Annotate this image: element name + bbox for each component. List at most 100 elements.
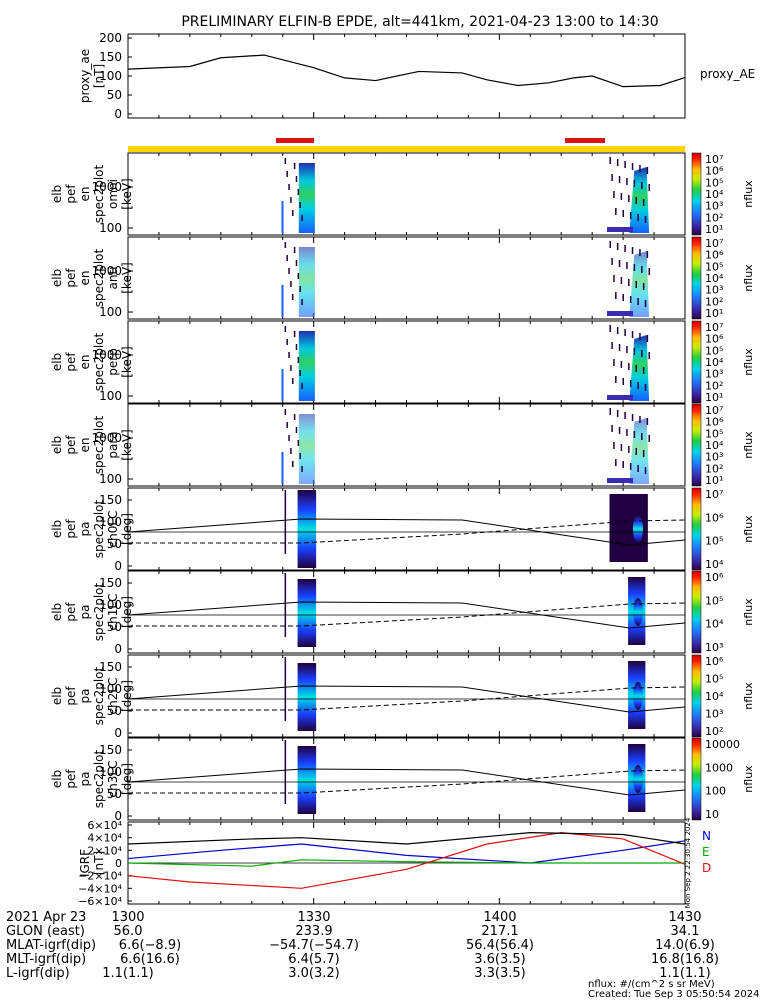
en_anti-cbar-tick: 10¹ (705, 307, 723, 320)
en_omni-zone2-noise (631, 163, 634, 170)
en_perp-cbar-tick: 10⁷ (705, 321, 723, 334)
en_perp-zone2-spectrum (629, 335, 650, 401)
pa_ch0-frame (127, 487, 686, 571)
en_omni-zone2-spectrum (629, 167, 650, 233)
en_anti-zone2-noise (631, 247, 634, 254)
pa_ch1-ytick-label: 100 (99, 598, 122, 612)
en_perp-cbar-tick: 10⁵ (705, 344, 723, 357)
en_para-zone2-spectrum (629, 418, 650, 484)
panel-en_para: elb pef en spec2plot para [keV]100010010⁷10⁶1… (50, 403, 755, 487)
en_omni-zone2-noise (633, 180, 636, 187)
en_para-zone2-noise (611, 425, 613, 432)
pa_ch3-ylabel-line: elb (50, 770, 64, 788)
pa_ch0-cbar-tick: 10⁶ (705, 511, 724, 524)
proxy-ae-ytick-label: 0 (114, 107, 122, 121)
pa_ch3-zone1-pad (297, 746, 317, 814)
pa_ch0-zone1-edge (284, 490, 287, 554)
xaxis-row-2-val-4: 14.0(6.9) (655, 938, 715, 953)
pa_ch3-loss-cone-line (127, 768, 686, 796)
en_omni-zone1-noise (288, 184, 290, 190)
igrf-series-total (127, 831, 686, 845)
pa_ch2-cbar-tick: 10⁵ (705, 673, 723, 686)
pa_ch0-ylabel-line: pa (78, 522, 92, 537)
proxy-ae-legend: proxy_AE (700, 67, 755, 81)
pa_ch2-ytick-label: 100 (99, 682, 122, 696)
en_anti-zone2-noise (637, 298, 639, 305)
en_omni-zone2-noise (635, 197, 637, 204)
en_omni-zone2-noise (646, 167, 649, 174)
pa_ch1-anti-loss-cone-line (128, 602, 686, 627)
pa_ch1-zone1-edge (284, 573, 287, 637)
panel-en_perp: elb pef en spec2plot perp [keV]100010010⁷10⁶1… (50, 320, 755, 404)
en_perp-zone1-noise (295, 344, 298, 350)
en_anti-zone1-noise (299, 286, 301, 292)
pa_ch1-ytick-label: 150 (99, 576, 122, 590)
pa_ch1-ylabel-line: elb (50, 603, 64, 621)
pa_ch1-loss-cone-line (127, 601, 686, 629)
pa_ch3-ylabel-line: pa (78, 772, 92, 787)
pa_ch2-ylabel-line: elb (50, 687, 64, 705)
pa_ch1-ylabel-line: ch1LC (106, 594, 120, 631)
en_perp-ytick-label: 1000 (91, 348, 122, 362)
en_para-zone2-noise (646, 418, 649, 425)
en_anti-zone1-noise (286, 255, 288, 261)
en_perp-zone2-noise (629, 380, 632, 387)
en_para-zone2-noise (624, 412, 626, 419)
en_anti-zone2-noise (618, 260, 621, 267)
en_perp-zone2-noise (646, 335, 649, 342)
igrf-side-note: Mon Sep 2 22:30:54 2024 (684, 817, 692, 908)
en_perp-zone1-noise (301, 383, 303, 389)
proxy_ae-ylabel-line: proxy_ae (78, 49, 92, 103)
igrf-ytick-label: −4×10⁴ (78, 882, 122, 895)
en_anti-zone2-noise (648, 268, 650, 275)
en_perp-zone2-noise (616, 327, 619, 334)
pa_ch0-cbar-tick: 10⁵ (705, 535, 723, 548)
orbit-bar (128, 138, 685, 152)
en_para-zone1-noise (290, 448, 292, 454)
en_anti-zone2-noise (629, 296, 632, 303)
xaxis-row-3-label: MLT-igrf(dip) (6, 952, 86, 967)
en_omni-zone2-noise (615, 208, 617, 215)
flux-units-note: nflux: #/(cm^2 s sr MeV) (588, 979, 715, 990)
en_omni-zone1-edge (281, 201, 284, 233)
en_perp-ylabel-line: elb (50, 353, 64, 371)
en_perp-cbar-tick: 10³ (705, 368, 723, 381)
en_omni-zone2-noise (620, 193, 623, 200)
xaxis-row-1-val-4: 34.1 (671, 924, 700, 939)
en_perp-zone2-noise (628, 363, 630, 370)
orbit-bar-background (128, 146, 685, 152)
igrf-series-d (127, 831, 686, 889)
pa_ch3-zone2-core (632, 765, 643, 793)
en_para-ylabel-line: spec2plot (92, 415, 106, 474)
en_para-zone1-noise (288, 435, 290, 441)
en_omni-zone2-noise (644, 216, 647, 223)
pa_ch3-frame (127, 737, 686, 821)
xaxis-row-3-val-3: 3.6(3.5) (474, 952, 526, 967)
pa_ch1-ylabel-line: pa (78, 605, 92, 620)
en_omni-zone1-noise (286, 171, 288, 177)
en_anti-zone2-noise (642, 283, 645, 290)
pa_ch2-frame (127, 654, 686, 738)
en_perp-zone2-noise (611, 342, 613, 349)
en_anti-cbar-tick: 10² (705, 295, 723, 308)
en_para-zone1-edge (281, 452, 284, 484)
en_perp-ylabel-line: pef (64, 352, 78, 372)
pa_ch3-zone1-edge (284, 740, 287, 804)
pa_ch2-zone1-pad (297, 663, 317, 731)
en_anti-zone2-spectrum (629, 251, 650, 317)
en_anti-zone2-noise (616, 243, 619, 250)
proxy-ae-ytick-label: 50 (107, 88, 122, 102)
xaxis-row-2-label: MLAT-igrf(dip) (6, 938, 96, 953)
pa_ch0-colorbar (691, 487, 702, 571)
xaxis-row-2-val-2: −54.7(−54.7) (269, 938, 359, 953)
en_perp-zone1-noise (288, 352, 290, 358)
en_omni-zone1-noise (290, 197, 292, 203)
created-timestamp: Created: Tue Sep 3 05:50:54 2024 (588, 989, 760, 1000)
en_omni-zone1-noise (292, 210, 294, 216)
en_omni-ytick-label: 1000 (91, 180, 122, 194)
en_anti-zone2-noise (633, 264, 636, 271)
pa_ch1-cbar-tick: 10⁴ (705, 618, 724, 631)
en_anti-cbar-tick: 10⁷ (705, 237, 723, 250)
science-zone-marker-1 (276, 138, 314, 143)
pa_ch0-cbar-label: nflux (742, 515, 755, 543)
